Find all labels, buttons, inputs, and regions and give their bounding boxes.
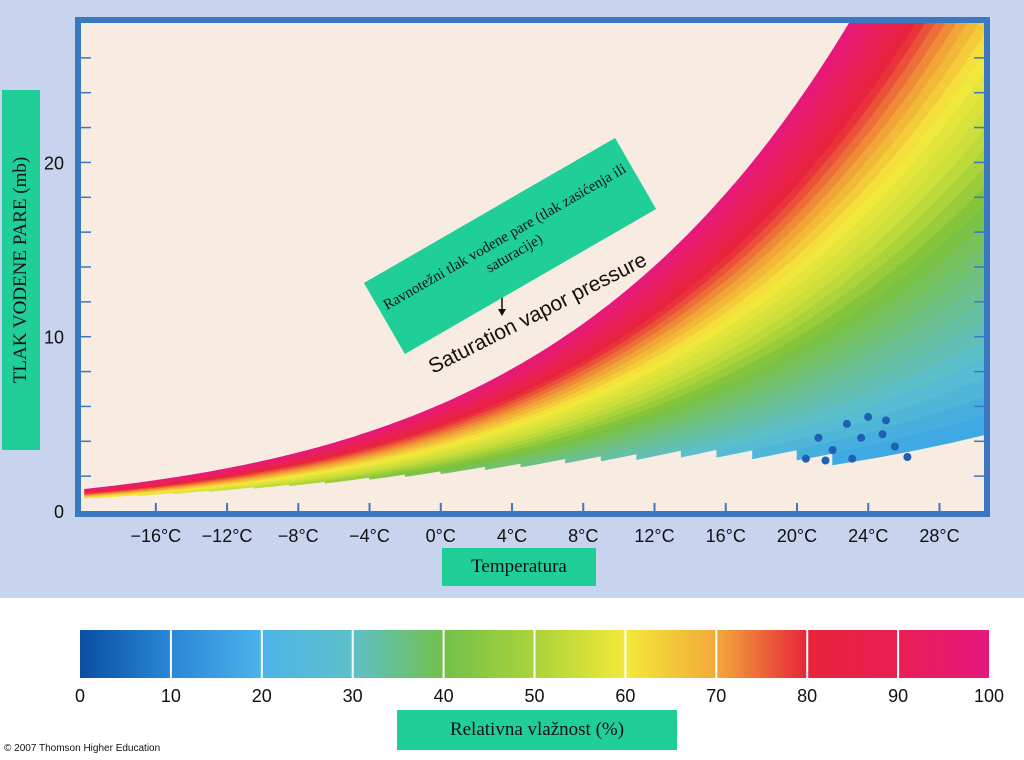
scatter-point: [890, 442, 899, 451]
colorbar-tick-label: 20: [252, 686, 272, 706]
colorbar-tick-label: 0: [75, 686, 85, 706]
y-tick-label: 10: [44, 328, 64, 348]
y-tick-label: 20: [44, 153, 64, 173]
scatter-point: [801, 454, 810, 463]
y-axis-label-box: TLAK VODENE PARE (mb): [2, 90, 40, 450]
scatter-point: [857, 433, 866, 442]
x-tick-label: 12°C: [634, 526, 674, 546]
scatter-point: [864, 412, 873, 421]
copyright-text: © 2007 Thomson Higher Education: [4, 743, 161, 754]
x-tick-label: 8°C: [568, 526, 598, 546]
colorbar-tick-label: 60: [615, 686, 635, 706]
y-tick-label: 0: [54, 502, 64, 522]
colorbar: 0 10 20 30 40 50 60 70 80 90 100: [75, 630, 1004, 706]
scatter-point: [882, 416, 890, 425]
x-tick-label: 16°C: [706, 526, 746, 546]
colorbar-tick-label: 90: [888, 686, 908, 706]
x-tick-label: 0°C: [426, 526, 456, 546]
scatter-point: [848, 454, 857, 463]
scatter-point: [821, 456, 830, 465]
colorbar-tick-label: 30: [343, 686, 363, 706]
x-tick-label: −16°C: [130, 526, 181, 546]
x-axis-label: Temperatura: [471, 556, 567, 577]
colorbar-tick-label: 80: [797, 686, 817, 706]
humidity-band: [84, 23, 984, 499]
scatter-point: [828, 446, 837, 454]
colorbar-tick-label: 50: [524, 686, 544, 706]
x-tick-label: 24°C: [848, 526, 888, 546]
colorbar-ticks: 0 10 20 30 40 50 60 70 80 90 100: [75, 630, 1004, 706]
x-tick-label: 20°C: [777, 526, 817, 546]
scatter-point: [903, 453, 912, 461]
colorbar-tick-label: 40: [434, 686, 454, 706]
x-tick-label: −8°C: [278, 526, 319, 546]
scatter-point: [842, 419, 851, 428]
x-tick-label: −12°C: [202, 526, 253, 546]
colorbar-tick-label: 70: [706, 686, 726, 706]
scatter-points: [801, 412, 912, 465]
x-tick-label: 28°C: [919, 526, 959, 546]
colorbar-tick-label: 10: [161, 686, 181, 706]
colorbar-label-box: Relativna vlažnost (%): [397, 710, 677, 750]
axis-ticks: −16°C −12°C −8°C −4°C 0°C 4°C 8°C 12°C 16°C 20°C 2…: [44, 57, 984, 546]
y-axis-label: TLAK VODENE PARE (mb): [10, 156, 31, 384]
humidity-strip: [832, 415, 984, 466]
vapor-pressure-chart: −16°C −12°C −8°C −4°C 0°C 4°C 8°C 12°C 16°C 20°C 2…: [44, 17, 990, 546]
scatter-point: [878, 430, 887, 439]
x-tick-label: −4°C: [349, 526, 390, 546]
x-tick-label: 4°C: [497, 526, 527, 546]
scatter-point: [814, 433, 823, 442]
colorbar-label: Relativna vlažnost (%): [449, 719, 625, 740]
x-axis-label-box: Temperatura: [442, 548, 596, 586]
colorbar-tick-label: 100: [974, 686, 1004, 706]
annotation-arrow: [498, 297, 506, 316]
